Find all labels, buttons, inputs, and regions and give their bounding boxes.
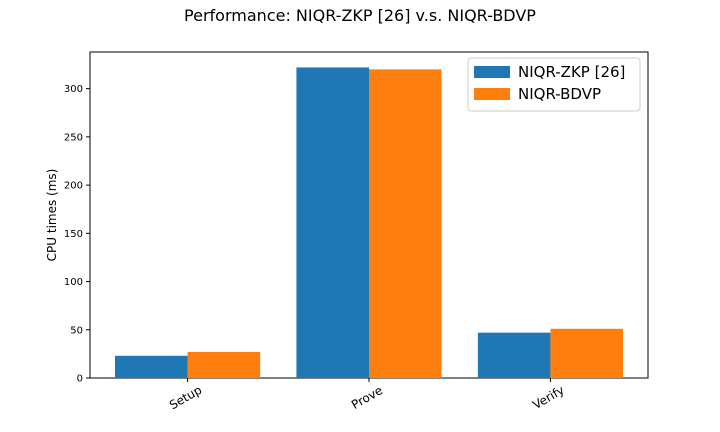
x-axis: Setup Prove Verify — [167, 378, 567, 412]
legend-label-2: NIQR-BDVP — [518, 85, 601, 103]
y-axis-label: CPU times (ms) — [45, 169, 59, 262]
y-tick-label: 100 — [64, 277, 83, 288]
chart-title: Performance: NIQR-ZKP [26] v.s. NIQR-BDV… — [184, 6, 536, 25]
bars-group — [115, 67, 623, 379]
bar-verify-series-2 — [550, 328, 623, 378]
bar-prove-series-1 — [296, 67, 369, 379]
x-tick-label: Setup — [167, 383, 204, 413]
x-tick-label: Prove — [349, 383, 385, 412]
legend-swatch-2 — [474, 88, 510, 100]
x-tick-label: Verify — [530, 383, 566, 412]
y-tick-label: 150 — [64, 229, 83, 240]
bar-setup-series-1 — [115, 355, 188, 378]
y-tick-label: 200 — [64, 181, 83, 192]
bar-prove-series-2 — [369, 69, 442, 378]
y-tick-label: 300 — [64, 84, 83, 95]
bar-verify-series-1 — [477, 332, 551, 378]
bar-setup-series-2 — [187, 351, 261, 378]
legend: NIQR-ZKP [26] NIQR-BDVP — [467, 57, 641, 112]
y-tick-label: 50 — [70, 325, 83, 336]
y-tick-label: 0 — [77, 374, 83, 385]
y-axis: 0 50 100 150 200 250 300 — [64, 84, 90, 385]
legend-swatch-1 — [474, 66, 510, 78]
legend-label-1: NIQR-ZKP [26] — [518, 63, 625, 81]
legend-box — [467, 57, 641, 112]
y-tick-label: 250 — [64, 132, 83, 143]
